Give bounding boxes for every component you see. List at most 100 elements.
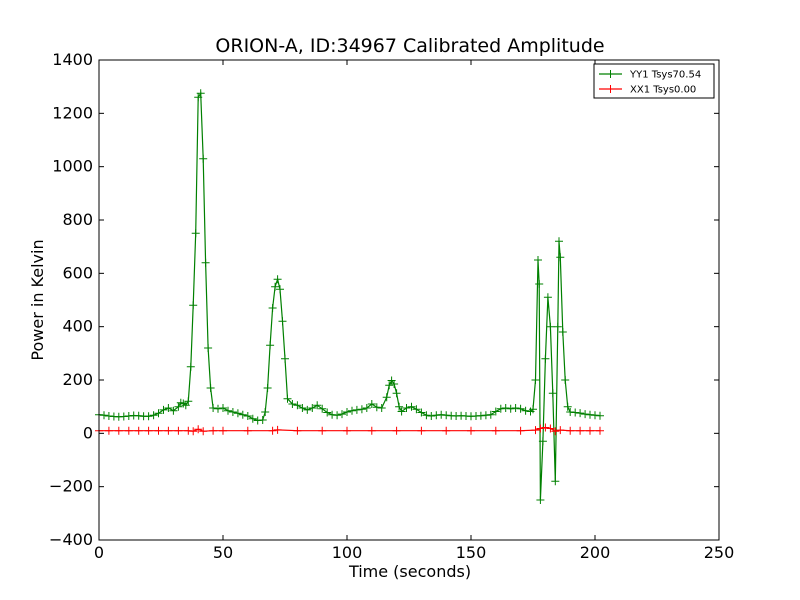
data-point (556, 426, 565, 435)
data-point (219, 404, 227, 412)
data-point (204, 344, 213, 352)
data-point (501, 404, 510, 412)
data-point (491, 407, 500, 416)
data-point (238, 410, 247, 419)
data-point (228, 408, 237, 416)
legend-box (593, 63, 715, 99)
data-point (529, 405, 537, 414)
data-point (184, 397, 193, 406)
data-point (191, 229, 200, 238)
data-point (521, 406, 530, 415)
data-point (541, 423, 550, 432)
data-point (278, 317, 287, 326)
data-point (159, 405, 168, 414)
x-tick-label: 100 (332, 543, 363, 562)
data-point (417, 408, 426, 417)
data-point (496, 404, 505, 413)
data-point (100, 411, 108, 420)
data-point (548, 389, 557, 398)
data-point (546, 424, 555, 433)
data-point (536, 424, 545, 433)
ticks-layer: 0 50 100 150 200 250 −400 −200 0 200 400 600 800 1000… (49, 50, 734, 562)
data-point (382, 393, 391, 402)
data-point (385, 381, 394, 390)
data-point (313, 401, 322, 410)
data-point (273, 425, 282, 434)
data-point (293, 426, 302, 435)
data-point (407, 402, 416, 411)
data-point (186, 362, 195, 371)
data-point (271, 282, 280, 291)
y-tick-label: 800 (62, 210, 93, 229)
data-point (189, 427, 198, 436)
data-point (169, 406, 178, 415)
data-point (390, 380, 399, 388)
data-point (134, 411, 143, 420)
data-point (196, 89, 205, 98)
legend-label: XX1 Tsys0.00 (630, 85, 696, 96)
data-point (506, 404, 515, 413)
x-tick-label: 0 (94, 543, 104, 562)
data-point (576, 409, 585, 418)
x-tick-label: 200 (580, 543, 611, 562)
data-point (209, 404, 218, 412)
x-tick-label: 250 (704, 543, 735, 562)
data-point (531, 376, 540, 384)
y-tick-label: 600 (62, 263, 93, 282)
data-point (541, 354, 550, 363)
data-point (551, 427, 560, 436)
data-point (543, 293, 552, 302)
data-point (343, 408, 351, 416)
data-point (558, 328, 567, 336)
data-point (427, 412, 436, 420)
data-point (318, 426, 327, 435)
data-point (561, 376, 570, 384)
data-point (214, 404, 222, 413)
data-point (534, 256, 542, 264)
data-point (352, 405, 361, 414)
data-point (199, 154, 208, 163)
x-tick-label: 150 (456, 543, 487, 562)
legend-item: XX1 Tsys0.00 (599, 85, 696, 96)
data-point (194, 425, 203, 434)
data-point (243, 426, 252, 435)
plot-frame (98, 59, 720, 541)
data-point (281, 354, 289, 363)
data-point (134, 426, 143, 435)
data-point (348, 406, 356, 415)
data-point (283, 394, 292, 403)
legend-marker (606, 85, 615, 93)
data-point (266, 341, 275, 350)
data-point (581, 410, 590, 419)
data-point (149, 411, 158, 420)
data-point (273, 275, 282, 284)
data-point (516, 404, 525, 413)
data-point (576, 426, 585, 435)
data-point (536, 496, 545, 504)
y-axis-label: Power in Kelvin (28, 239, 47, 360)
data-point (442, 426, 451, 435)
data-point (586, 426, 594, 435)
series-layer (95, 89, 604, 504)
data-point (144, 426, 153, 435)
data-point (268, 304, 277, 312)
y-tick-label: −200 (49, 477, 93, 496)
y-tick-label: 1400 (52, 50, 93, 69)
data-point (467, 426, 475, 435)
data-point (566, 426, 575, 435)
data-point (333, 411, 342, 420)
data-point (395, 402, 404, 411)
data-point (323, 408, 332, 417)
data-point (201, 258, 210, 267)
data-point (531, 426, 540, 435)
data-point (209, 426, 218, 435)
data-point (491, 426, 500, 435)
data-point (261, 408, 270, 416)
plot-area (99, 60, 719, 540)
data-point (357, 405, 366, 414)
legend-marker (606, 70, 615, 78)
data-point (516, 426, 525, 435)
data-point (303, 405, 312, 414)
data-point (276, 285, 284, 294)
